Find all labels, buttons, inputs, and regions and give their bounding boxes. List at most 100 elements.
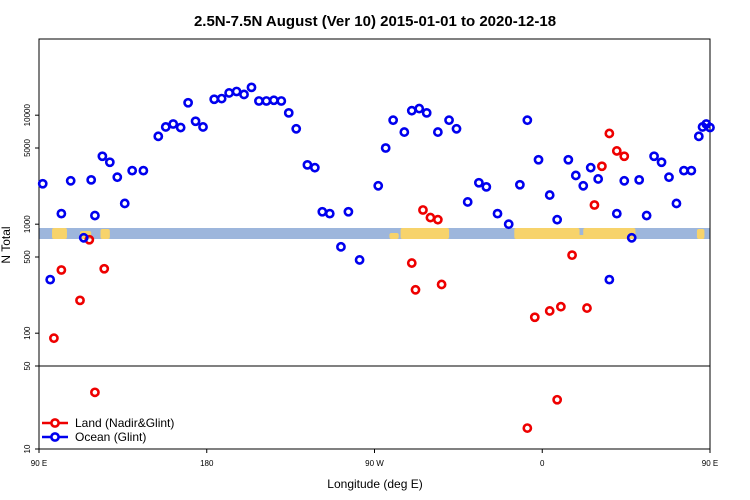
data-point	[425, 212, 436, 223]
data-point	[693, 131, 704, 142]
data-point	[65, 175, 76, 186]
x-axis-ticks: 90 E 180 90 W 0 90 E	[31, 449, 718, 468]
land-blob	[542, 235, 599, 239]
data-point	[570, 170, 581, 181]
map-strip	[39, 228, 710, 239]
data-point	[410, 284, 421, 295]
data-point	[86, 174, 97, 185]
data-point	[619, 151, 630, 162]
data-point	[436, 279, 447, 290]
data-point	[261, 96, 272, 106]
data-point	[444, 115, 454, 126]
data-point	[354, 255, 365, 265]
data-point	[492, 208, 503, 219]
data-point	[462, 197, 473, 207]
data-point	[679, 165, 689, 176]
data-point	[582, 303, 592, 313]
data-point	[276, 96, 287, 106]
data-point	[514, 179, 525, 190]
data-point	[90, 210, 100, 221]
data-point	[160, 122, 171, 132]
data-point	[119, 198, 130, 209]
data-point	[626, 232, 637, 243]
data-point	[473, 177, 484, 188]
x-tick-label: 90 E	[702, 459, 718, 468]
data-point	[168, 119, 179, 129]
y-tick-label: 5000	[23, 139, 32, 157]
data-point	[634, 174, 645, 185]
data-point	[75, 295, 85, 306]
data-point	[596, 161, 607, 172]
data-point	[432, 214, 443, 225]
data-point	[567, 250, 577, 261]
x-tick-label: 180	[200, 459, 214, 468]
data-point	[380, 143, 391, 153]
data-point	[112, 172, 123, 183]
upper-panel-frame	[38, 38, 711, 367]
legend-label: Ocean (Glint)	[75, 430, 146, 444]
land-blob	[400, 228, 450, 239]
y-tick-label: 10000	[23, 104, 32, 127]
data-point	[611, 208, 622, 219]
data-point	[611, 146, 622, 156]
data-point	[291, 123, 302, 134]
data-point	[283, 107, 294, 118]
data-point	[671, 198, 682, 209]
plot-frames	[38, 38, 711, 450]
data-point	[183, 97, 194, 108]
land-blob	[696, 229, 705, 239]
data-point	[686, 165, 697, 176]
data-point	[216, 93, 227, 104]
data-point	[451, 123, 462, 134]
land-blob	[52, 228, 67, 239]
data-point	[190, 116, 201, 127]
land-blob	[100, 229, 110, 239]
legend-marker	[50, 418, 60, 428]
data-point	[552, 214, 563, 225]
y-tick-label: 10	[23, 444, 32, 453]
data-point	[432, 127, 443, 137]
data-point	[555, 301, 566, 312]
data-point	[343, 206, 354, 217]
y-axis-label: N Total	[0, 226, 13, 263]
data-point	[56, 265, 67, 275]
data-point	[198, 122, 208, 132]
data-point	[503, 219, 514, 230]
data-point	[533, 154, 544, 165]
data-point	[49, 333, 59, 344]
data-point	[138, 165, 149, 176]
data-point	[578, 180, 589, 191]
data-point	[522, 423, 533, 433]
data-point	[619, 175, 630, 186]
data-point	[418, 205, 428, 215]
legend-marker	[50, 432, 60, 442]
data-point	[544, 306, 555, 316]
data-point	[224, 88, 235, 98]
data-point	[649, 151, 659, 162]
x-axis-label: Longitude (deg E)	[327, 477, 422, 491]
data-point	[246, 82, 257, 93]
data-point	[563, 154, 574, 165]
data-point	[705, 122, 715, 133]
data-point	[388, 115, 399, 126]
series-ocean	[37, 82, 715, 285]
y-tick-label: 1000	[23, 215, 32, 233]
data-point	[421, 107, 432, 118]
data-point	[544, 190, 555, 200]
legend: Land (Nadir&Glint)Ocean (Glint)	[42, 416, 174, 444]
y-tick-label: 500	[23, 250, 32, 264]
data-point	[552, 394, 563, 405]
data-point	[37, 178, 48, 189]
chart-title: 2.5N-7.5N August (Ver 10) 2015-01-01 to …	[194, 13, 556, 30]
y-tick-label: 100	[23, 326, 32, 340]
data-point	[406, 258, 417, 268]
data-point	[604, 274, 615, 285]
data-point	[78, 232, 89, 243]
data-point	[664, 172, 674, 183]
legend-label: Land (Nadir&Glint)	[75, 416, 174, 430]
data-point	[90, 387, 100, 398]
data-point	[593, 174, 604, 184]
data-point	[268, 95, 279, 106]
data-point	[97, 151, 108, 162]
